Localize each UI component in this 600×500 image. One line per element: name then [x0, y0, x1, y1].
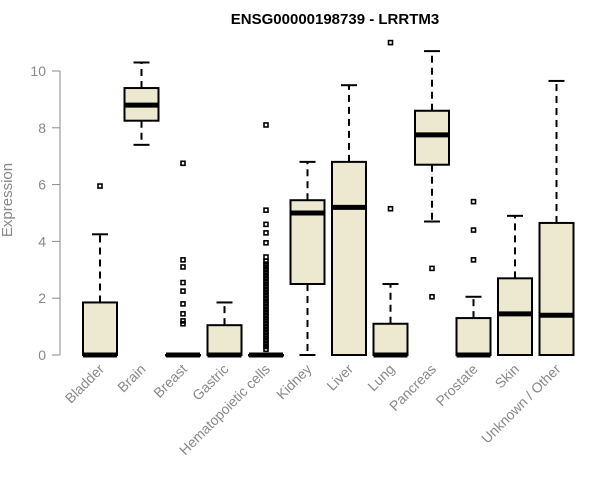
- y-tick-label-4: 8: [38, 120, 46, 136]
- x-tick-label-9: Prostate: [432, 361, 480, 409]
- outlier-point: [263, 269, 269, 276]
- x-tick-label-6: Liver: [323, 361, 356, 394]
- outlier-point: [263, 207, 269, 213]
- y-axis: 0 2 4 6 8 10: [30, 63, 61, 363]
- outlier-point: [97, 183, 103, 189]
- outlier-point: [263, 240, 269, 246]
- outlier-point: [263, 320, 269, 327]
- x-tick-label-1: Brain: [114, 361, 148, 395]
- outlier-point: [263, 343, 269, 350]
- y-tick-label-2: 4: [38, 233, 46, 249]
- outlier-point: [263, 318, 269, 324]
- x-tick-label-5: Kidney: [273, 361, 315, 403]
- outlier-point: [429, 293, 435, 300]
- outlier-point: [180, 288, 186, 294]
- outlier-point: [263, 332, 269, 338]
- outlier-point: [263, 335, 269, 341]
- box-7: [372, 39, 409, 358]
- outlier-point: [180, 279, 186, 286]
- outlier-point: [263, 264, 269, 270]
- outlier-point: [263, 289, 269, 296]
- box-9: [455, 198, 492, 358]
- outlier-point: [387, 39, 394, 46]
- outlier-point: [263, 323, 269, 330]
- outlier-point: [470, 198, 477, 205]
- outlier-point: [263, 266, 269, 273]
- y-tick-label-5: 10: [30, 63, 46, 79]
- outlier-point: [263, 221, 269, 228]
- outlier-point: [263, 275, 269, 282]
- outlier-point: [263, 230, 269, 236]
- y-tick-label-3: 6: [38, 177, 46, 193]
- outlier-point: [263, 326, 269, 333]
- outlier-point: [180, 311, 186, 317]
- y-tick-label-1: 2: [38, 290, 46, 306]
- outlier-point: [263, 312, 269, 319]
- boxes-group: [82, 39, 575, 358]
- box-0: [82, 183, 118, 358]
- box-10: [497, 214, 533, 357]
- box-2: [165, 160, 201, 358]
- outlier-point: [263, 272, 269, 279]
- box-body: [206, 324, 243, 356]
- outlier-point: [263, 346, 269, 353]
- outlier-point: [263, 329, 269, 336]
- outlier-point: [263, 315, 269, 321]
- outlier-point: [263, 292, 269, 299]
- box-body: [82, 301, 118, 356]
- y-axis-label: Expression: [0, 163, 16, 237]
- box-6: [331, 84, 367, 356]
- x-tick-label-10: Skin: [492, 361, 523, 392]
- outlier-point: [263, 301, 269, 307]
- outlier-point: [180, 160, 186, 167]
- outlier-point: [263, 340, 269, 347]
- outlier-point: [263, 295, 269, 302]
- box-3: [206, 301, 243, 358]
- outlier-point: [180, 301, 186, 307]
- outlier-point: [180, 320, 186, 327]
- outlier-point: [387, 205, 394, 212]
- y-tick-label-0: 0: [38, 347, 46, 363]
- box-4: [248, 122, 284, 358]
- outlier-point: [263, 261, 269, 267]
- outlier-point: [263, 281, 269, 287]
- outlier-point: [263, 303, 269, 310]
- outlier-point: [263, 309, 269, 316]
- box-5: [289, 160, 326, 356]
- box-8: [414, 50, 450, 300]
- outlier-point: [263, 298, 269, 304]
- box-11: [538, 79, 575, 356]
- x-tick-label-0: Bladder: [62, 361, 108, 407]
- outlier-point: [263, 254, 269, 260]
- outlier-point: [263, 258, 269, 265]
- x-tick-label-2: Breast: [150, 361, 190, 401]
- outlier-point: [180, 318, 186, 324]
- box-body: [414, 109, 450, 166]
- outlier-point: [470, 257, 477, 263]
- outlier-point: [180, 257, 186, 263]
- box-body: [538, 221, 575, 356]
- box-body: [455, 317, 492, 356]
- outlier-point: [180, 264, 186, 270]
- outlier-point: [263, 337, 269, 344]
- outlier-point: [470, 227, 477, 233]
- outlier-point: [263, 278, 269, 284]
- outlier-point: [263, 306, 269, 313]
- outlier-point: [263, 286, 269, 293]
- outlier-point: [263, 284, 269, 290]
- chart-title: ENSG00000198739 - LRRTM3: [231, 11, 439, 28]
- x-tick-label-7: Lung: [364, 361, 397, 394]
- box-body: [372, 322, 409, 357]
- x-tick-label-11: Unknown / Other: [478, 361, 564, 447]
- outlier-point: [263, 122, 269, 128]
- box-body: [331, 160, 367, 356]
- outlier-point: [429, 265, 435, 272]
- box-body: [497, 277, 533, 357]
- box-1: [123, 61, 160, 146]
